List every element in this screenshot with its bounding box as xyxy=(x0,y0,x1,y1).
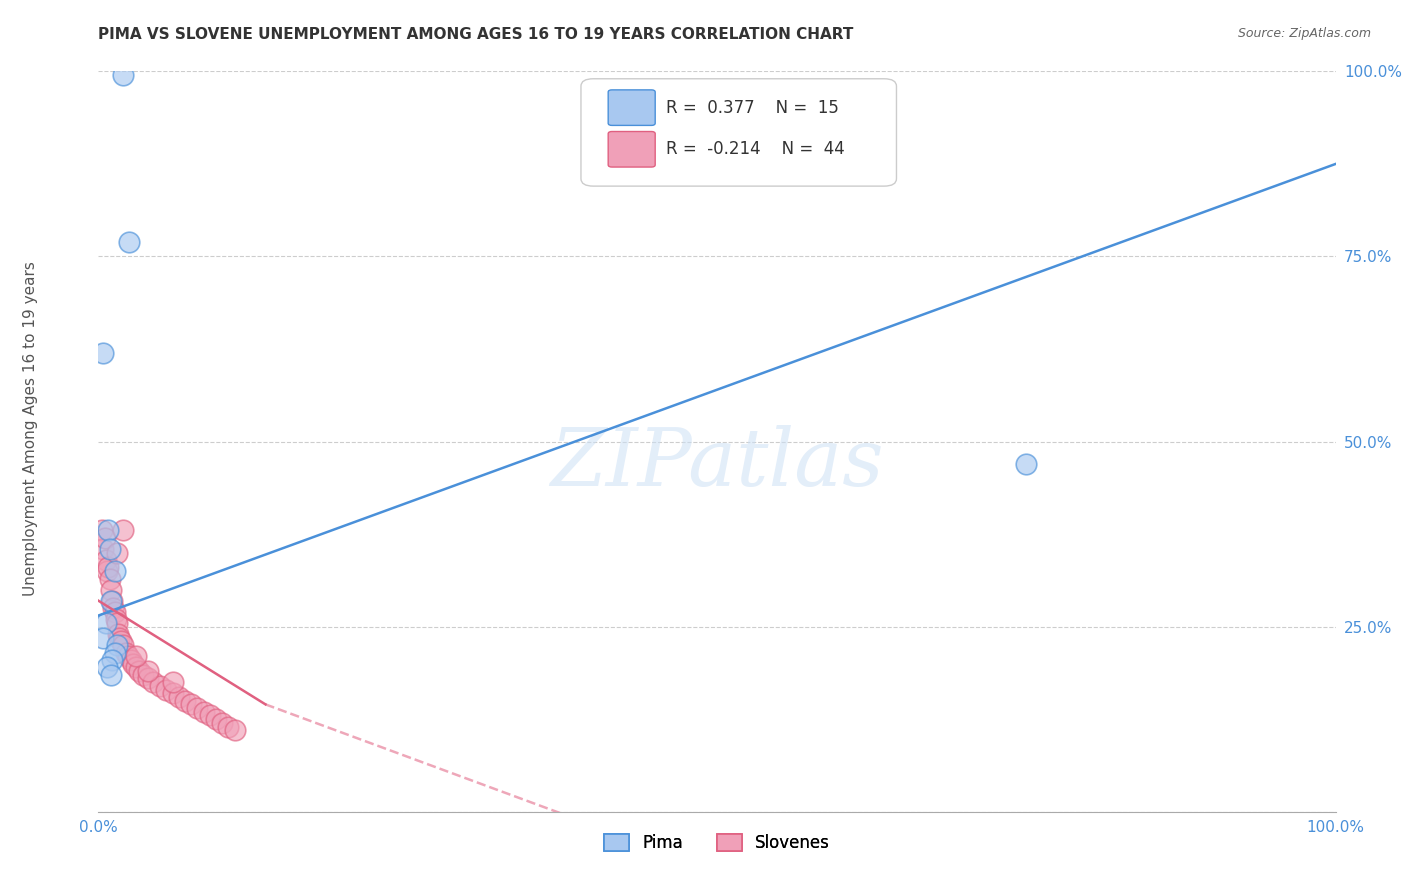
Point xyxy=(94,553,117,567)
Legend: Pima, Slovenes: Pima, Slovenes xyxy=(598,828,837,859)
Point xyxy=(105,546,128,560)
Point xyxy=(205,712,228,726)
Point xyxy=(93,531,115,545)
FancyBboxPatch shape xyxy=(609,90,655,126)
Point xyxy=(162,686,184,700)
Point xyxy=(103,564,125,578)
Point xyxy=(112,524,135,538)
FancyBboxPatch shape xyxy=(581,78,897,186)
Point xyxy=(136,672,159,686)
Point xyxy=(98,541,121,556)
Point xyxy=(96,564,118,578)
Text: R =  0.377    N =  15: R = 0.377 N = 15 xyxy=(666,99,839,117)
Point xyxy=(186,701,208,715)
Point xyxy=(180,698,202,712)
Point xyxy=(93,631,115,645)
Point xyxy=(167,690,190,704)
Point xyxy=(108,631,131,645)
Point xyxy=(101,593,124,607)
Point xyxy=(103,601,125,615)
Point xyxy=(104,612,127,626)
Point xyxy=(155,682,177,697)
Point xyxy=(100,667,122,681)
Point xyxy=(136,664,159,678)
Point xyxy=(128,664,150,678)
Point xyxy=(132,667,155,681)
Point xyxy=(94,615,117,630)
Point xyxy=(100,593,122,607)
Point xyxy=(105,615,128,630)
Point xyxy=(93,345,115,359)
Point xyxy=(124,660,146,674)
Point xyxy=(211,715,233,730)
Point xyxy=(107,627,129,641)
Text: Source: ZipAtlas.com: Source: ZipAtlas.com xyxy=(1237,27,1371,40)
Text: ZIPatlas: ZIPatlas xyxy=(550,425,884,502)
Point xyxy=(105,638,128,652)
Point xyxy=(97,560,120,574)
Point xyxy=(103,646,125,660)
Point xyxy=(100,582,122,597)
Point xyxy=(114,646,136,660)
Point xyxy=(98,572,121,586)
Point xyxy=(112,68,135,82)
Text: R =  -0.214    N =  44: R = -0.214 N = 44 xyxy=(666,140,845,158)
Point xyxy=(93,541,115,556)
Point xyxy=(103,605,125,619)
Point xyxy=(174,694,197,708)
Point xyxy=(198,708,221,723)
Point xyxy=(1015,457,1038,471)
Point xyxy=(124,649,146,664)
Point xyxy=(142,675,165,690)
Text: PIMA VS SLOVENE UNEMPLOYMENT AMONG AGES 16 TO 19 YEARS CORRELATION CHART: PIMA VS SLOVENE UNEMPLOYMENT AMONG AGES … xyxy=(98,27,853,42)
Point xyxy=(162,675,184,690)
Point xyxy=(193,705,215,719)
Point xyxy=(217,720,239,734)
Point xyxy=(110,634,132,648)
Point xyxy=(118,235,141,249)
Text: Unemployment Among Ages 16 to 19 years: Unemployment Among Ages 16 to 19 years xyxy=(24,260,38,596)
Point xyxy=(224,723,246,738)
Point xyxy=(112,638,135,652)
Point xyxy=(97,524,120,538)
Point xyxy=(122,657,145,671)
FancyBboxPatch shape xyxy=(609,131,655,167)
Point xyxy=(120,653,142,667)
Point xyxy=(101,653,124,667)
Point xyxy=(91,524,114,538)
Point xyxy=(96,660,118,674)
Point xyxy=(117,649,139,664)
Point xyxy=(149,679,172,693)
